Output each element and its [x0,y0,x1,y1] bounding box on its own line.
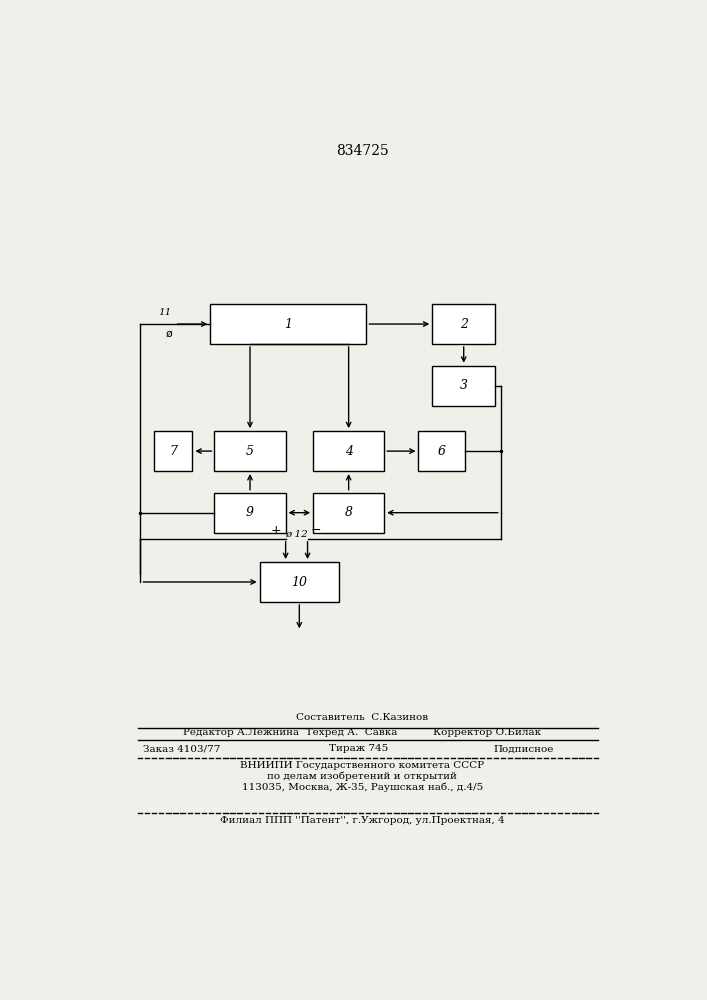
Text: −: − [310,524,321,537]
Text: 113035, Москва, Ж-35, Раушская наб., д.4/5: 113035, Москва, Ж-35, Раушская наб., д.4… [242,782,483,792]
Bar [432,304,495,344]
Text: 2: 2 [460,318,468,331]
Text: Заказ 4103/77: Заказ 4103/77 [144,744,221,753]
Text: 8: 8 [344,506,353,519]
Text: Тираж 745: Тираж 745 [329,744,389,753]
Text: 3: 3 [460,379,468,392]
Bar [432,366,495,406]
Text: 1: 1 [284,318,293,331]
Bar [154,431,192,471]
Text: Редактор А.Лежнина  Техред А.  Савка           Корректор О.Билак: Редактор А.Лежнина Техред А. Савка Корре… [183,728,542,737]
Text: 4: 4 [344,445,353,458]
Bar [210,304,366,344]
Bar [214,493,286,533]
Text: по делам изобретений и открытий: по делам изобретений и открытий [267,771,457,781]
Text: 6: 6 [438,445,446,458]
Bar [419,431,465,471]
Text: 834725: 834725 [336,144,389,158]
Text: Подписное: Подписное [494,744,554,753]
Text: Филиал ППП ''Патент'', г.Ужгород, ул.Проектная, 4: Филиал ППП ''Патент'', г.Ужгород, ул.Про… [220,816,505,825]
Text: Составитель  С.Казинов: Составитель С.Казинов [296,713,428,722]
Text: ВНИИПИ Государственного комитета СССР: ВНИИПИ Государственного комитета СССР [240,761,484,770]
Text: 9: 9 [246,506,254,519]
Text: ø 12: ø 12 [285,530,308,539]
Text: ø: ø [165,328,172,338]
Bar [313,431,385,471]
Bar [259,562,339,602]
Text: 5: 5 [246,445,254,458]
Text: 10: 10 [291,576,308,588]
Text: 11: 11 [158,308,172,317]
Text: 7: 7 [169,445,177,458]
Bar [313,493,385,533]
Text: +: + [271,524,281,537]
Bar [214,431,286,471]
